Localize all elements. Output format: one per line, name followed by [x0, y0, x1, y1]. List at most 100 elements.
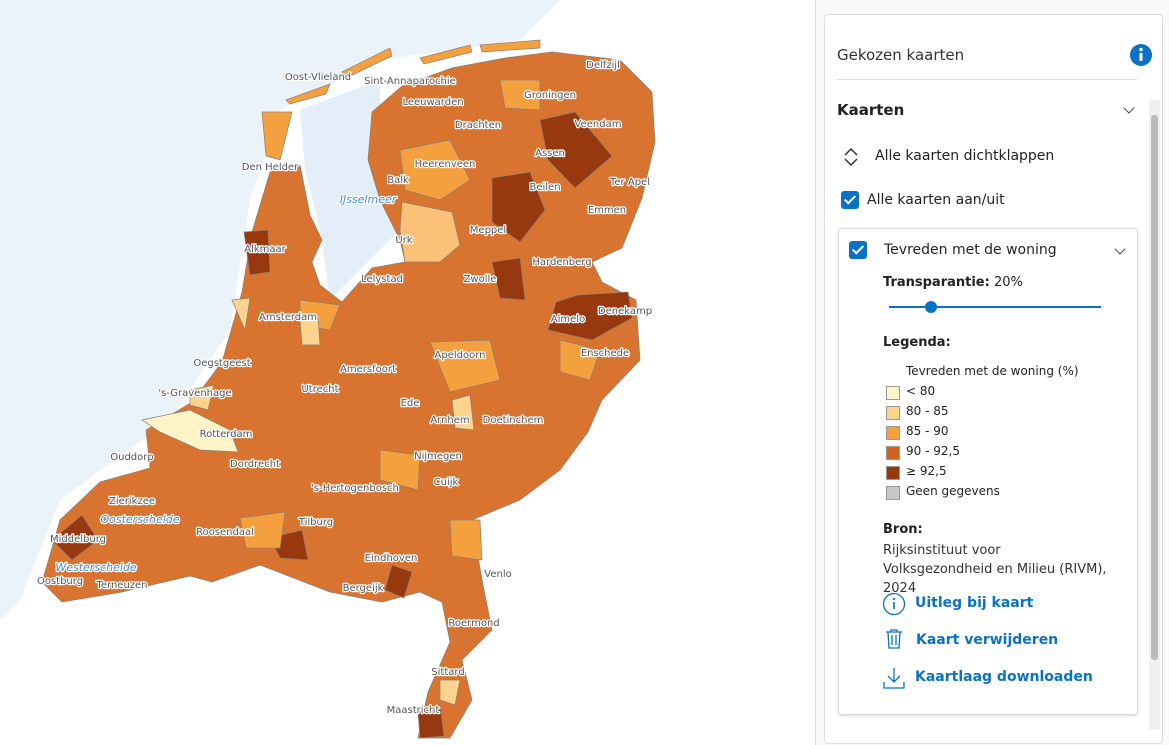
region [51, 111, 633, 739]
legend-label: 85 - 90 [906, 424, 949, 438]
map-labels: Oost-Vlieland Sint-Annaparochie Delfzijl Le… [36, 59, 654, 718]
transparency-label: Transparantie: [883, 275, 990, 290]
layer-name: Tevreden met de woning [884, 242, 1057, 258]
place-label: Drachten [455, 120, 501, 131]
legend-label: 90 - 92,5 [906, 444, 960, 458]
place-label: Dordrecht [230, 459, 280, 470]
place-label: Eindhoven [365, 553, 418, 564]
collapse-icon[interactable] [843, 148, 859, 166]
place-label: Alkmaar [244, 244, 286, 255]
panel-title: Gekozen kaarten [837, 46, 965, 64]
place-label: Sittard [431, 667, 464, 678]
source: Rijksinstituut voor Volksgezondheid en M… [883, 543, 1107, 596]
region [189, 297, 475, 706]
place-label: Tilburg [298, 517, 333, 528]
place-label: 's-Hertogenbosch [311, 483, 399, 494]
place-label: Cuijk [434, 477, 459, 488]
toggle-all-checkbox[interactable] [841, 191, 859, 209]
divider [837, 79, 1137, 80]
place-label: Meppel [470, 225, 506, 236]
place-label: Ouddorp [110, 452, 153, 463]
place-label: Oegstgeest [193, 358, 250, 369]
place-label: Almelo [551, 314, 585, 325]
place-label: Nijmegen [414, 451, 462, 462]
panel-card: Gekozen kaarten Kaarten Alle kaarten dic… [824, 14, 1163, 744]
slider-knob[interactable] [925, 301, 938, 313]
place-label: Rotterdam [200, 429, 253, 440]
info-icon[interactable] [882, 592, 906, 616]
place-label: Ter Apel [609, 177, 650, 188]
place-label: Balk [387, 175, 409, 186]
scrollbar-thumb[interactable] [1151, 115, 1158, 660]
legend-subtitle: Tevreden met de woning (%) [906, 364, 1079, 378]
legend-swatch [886, 446, 900, 460]
flevoland-east [399, 201, 461, 263]
transparency-value: 20% [993, 275, 1023, 290]
place-label: Arnhem [430, 415, 469, 426]
place-label: Oost-Vlieland [285, 72, 351, 83]
collapse-all[interactable]: Alle kaarten dichtklappen [875, 148, 1055, 164]
action-download[interactable]: Kaartlaag downloaden [915, 669, 1093, 685]
place-label: Bergeijk [343, 583, 384, 594]
info-button[interactable] [1129, 43, 1153, 67]
legend-label: Geen gegevens [906, 484, 1000, 498]
section-chevron[interactable] [1123, 102, 1135, 114]
islands [261, 39, 541, 161]
toggle-all-label[interactable]: Alle kaarten aan/uit [867, 192, 1005, 208]
place-label: Emmen [588, 205, 626, 216]
water-label: Oosterschelde [100, 513, 179, 526]
place-label: Lelystad [361, 274, 403, 285]
place-label: Denekamp [598, 306, 652, 317]
legend-title: Legenda: [883, 335, 951, 350]
region [141, 409, 239, 453]
place-label: Roermond [448, 618, 499, 629]
legend-label: 80 - 85 [906, 404, 949, 418]
layer-chevron[interactable] [1114, 243, 1126, 255]
place-label: Sint-Annaparochie [364, 76, 456, 87]
layer-checkbox[interactable] [849, 241, 867, 259]
scrollbar[interactable] [1149, 100, 1160, 730]
legend-swatch [886, 426, 900, 440]
place-label: Venlo [484, 569, 511, 580]
source-title: Bron: [883, 522, 923, 537]
section-title[interactable]: Kaarten [837, 101, 905, 119]
place-label: Assen [535, 148, 565, 159]
transparency: Transparantie: 20% [883, 275, 1023, 290]
place-label: Ede [401, 398, 420, 409]
place-label: Maastricht [387, 705, 440, 716]
action-explain[interactable]: Uitleg bij kaart [915, 595, 1034, 611]
legend-label: ≥ 92,5 [906, 464, 947, 478]
place-label: Groningen [524, 90, 576, 101]
legend-swatch [886, 406, 900, 420]
water-label: IJsselmeer [340, 193, 398, 206]
place-label: Veendam [575, 119, 622, 130]
place-label: Middelburg [50, 534, 106, 545]
map: Oost-Vlieland Sint-Annaparochie Delfzijl Le… [0, 0, 656, 739]
slider-track[interactable] [889, 301, 1101, 313]
legend-swatch [886, 486, 900, 500]
place-label: Hardenberg [532, 257, 591, 268]
place-label: Amersfoort [340, 364, 396, 375]
place-label: Amsterdam [259, 312, 317, 323]
legend-swatch [886, 466, 900, 480]
layer-card: Tevreden met de woning Transparantie: 20… [838, 228, 1138, 715]
legend-swatch [886, 386, 900, 400]
place-label: Heerenveen [415, 159, 476, 170]
place-label: Beilen [529, 182, 560, 193]
place-label: Roosendaal [196, 527, 254, 538]
place-label: Zierikzee [109, 496, 155, 507]
action-remove[interactable]: Kaart verwijderen [916, 632, 1059, 648]
place-label: Terneuzen [95, 580, 147, 591]
place-label: Utrecht [301, 384, 338, 395]
place-label: Enschede [581, 348, 629, 359]
place-label: Doetinchem [483, 415, 544, 426]
water-label: Westerschelde [55, 561, 137, 574]
trash-icon[interactable] [884, 628, 904, 650]
side-panel: Gekozen kaarten Kaarten Alle kaarten dic… [815, 0, 1169, 745]
place-label: Oostburg [37, 576, 83, 587]
place-label: Zwolle [464, 274, 497, 285]
download-icon[interactable] [882, 666, 906, 690]
legend-label: < 80 [906, 384, 936, 398]
place-label: Den Helder [242, 162, 299, 173]
